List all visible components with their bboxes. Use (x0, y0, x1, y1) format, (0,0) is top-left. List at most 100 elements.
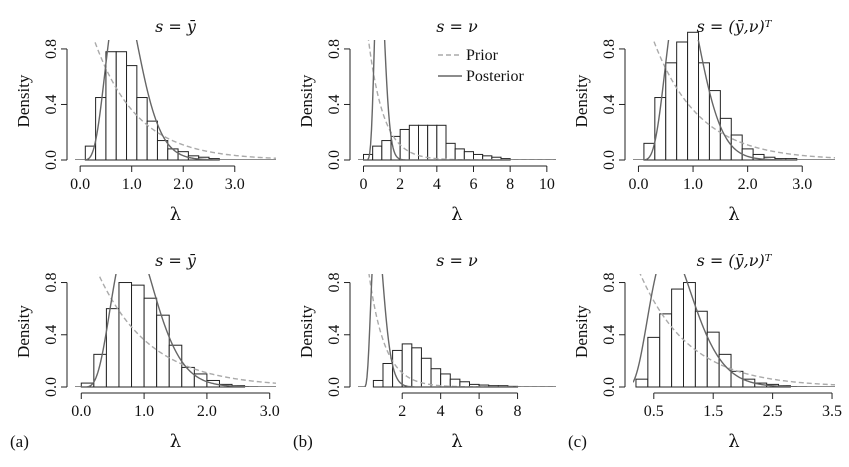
chart-panel-4: 2 4 6 8 λ 0.0 0.4 0.8 Density s = ν (297, 251, 556, 452)
prior-curve (652, 40, 835, 159)
x-tick-label: 2.0 (738, 176, 758, 193)
y-axis-label: Density (297, 74, 316, 127)
posterior-curve (358, 40, 556, 160)
y-tick-label: 0.0 (43, 377, 60, 397)
posterior-curve (358, 274, 556, 387)
x-axis-label: λ (451, 204, 462, 225)
histogram-bar (372, 379, 384, 388)
y-tick-label: 0.8 (601, 39, 618, 59)
histogram-bar (399, 128, 410, 161)
y-tick-label: 0.0 (326, 150, 343, 170)
x-tick-label: 10 (539, 176, 555, 193)
histogram-bar (454, 148, 465, 161)
histogram-bar (115, 51, 128, 161)
y-axis-label: Density (297, 305, 316, 358)
x-tick-label: 1.0 (683, 176, 703, 193)
x-tick-label: 3.0 (260, 403, 280, 420)
histogram-bar (131, 284, 145, 388)
x-tick-label: 2.5 (763, 403, 783, 420)
y-axis-label: Density (572, 74, 591, 127)
histogram-bar (708, 90, 721, 161)
prior-curve (93, 40, 276, 159)
x-tick-label: 0.5 (644, 403, 664, 420)
histogram-bar (156, 140, 169, 161)
histogram-bar (401, 343, 413, 388)
chart-panel-5: 0.5 1.5 2.5 3.5 λ 0.0 0.4 0.8 Density s = (ȳ,ν)ᵀ (572, 251, 842, 452)
x-tick-label: 8 (506, 176, 514, 193)
histogram-bar (181, 366, 195, 388)
y-tick-label: 0.8 (326, 39, 343, 59)
y-tick-label: 0.4 (326, 94, 343, 114)
histogram-bar (635, 378, 649, 388)
x-axis-label: λ (170, 431, 181, 452)
x-tick-label: 2 (396, 176, 404, 193)
legend-label-prior: Prior (466, 47, 499, 64)
histogram-bar (440, 373, 451, 388)
prior-curve (97, 274, 276, 384)
histogram-bar (381, 140, 392, 161)
y-tick-label: 0.8 (601, 273, 618, 293)
histogram-bar (418, 124, 429, 161)
x-tick-label: 6 (475, 403, 483, 420)
x-tick-label: 0 (360, 176, 368, 193)
histogram-bar (143, 297, 158, 388)
y-tick-label: 0.0 (601, 377, 618, 397)
panel-label-b: (b) (293, 432, 313, 451)
histogram-bar (118, 282, 133, 388)
chart-title: s = ν (436, 251, 478, 270)
x-axis-label: λ (728, 204, 739, 225)
x-axis-label: λ (451, 431, 462, 452)
histogram-bar (93, 353, 107, 388)
histogram-bar (126, 65, 138, 161)
chart-title: s = (ȳ,ν)ᵀ (697, 251, 773, 270)
x-tick-label: 0.0 (70, 176, 90, 193)
y-axis-label: Density (14, 74, 33, 127)
y-tick-label: 0.4 (43, 325, 60, 345)
chart-panel-1: 0 2 4 6 8 10 λ 0.0 0.4 0.8 Density s = ν Prior Poster… (297, 17, 556, 225)
y-tick-label: 0.0 (43, 150, 60, 170)
histogram-bar (436, 124, 447, 161)
x-tick-label: 3.0 (792, 176, 812, 193)
histogram-bar (427, 124, 438, 161)
histogram-bar (372, 145, 383, 161)
histogram-bar (146, 120, 158, 161)
y-tick-label: 0.4 (601, 94, 618, 114)
histogram-bar (687, 31, 700, 161)
panel-label-c: (c) (568, 432, 587, 451)
x-tick-label: 2.0 (197, 403, 217, 420)
x-tick-label: 8 (514, 403, 522, 420)
histogram-bar (647, 336, 661, 388)
x-tick-label: 4 (437, 403, 445, 420)
posterior-curve (633, 40, 835, 160)
histogram-bar (665, 62, 678, 161)
y-tick-label: 0.8 (43, 39, 60, 59)
chart-panel-3: 0.0 1.0 2.0 3.0 λ 0.0 0.4 0.8 Density s = ȳ (14, 251, 280, 452)
x-tick-label: 6 (470, 176, 478, 193)
posterior-curve (75, 40, 276, 160)
histogram-bar (167, 148, 179, 161)
x-tick-label: 0.0 (628, 176, 648, 193)
histogram-bar (659, 313, 673, 388)
histogram-bar (105, 51, 117, 161)
chart-title: s = ν (436, 17, 478, 36)
x-tick-label: 1.5 (703, 403, 723, 420)
chart-panel-2: 0.0 1.0 2.0 3.0 λ 0.0 0.4 0.8 Density s = (ȳ,ν)ᵀ (572, 17, 835, 225)
x-tick-label: 3.5 (822, 403, 842, 420)
histogram-bar (136, 97, 148, 161)
histogram-bar (719, 117, 732, 161)
posterior-curve (633, 274, 835, 387)
prior-curve (639, 274, 835, 386)
histogram-bar (698, 62, 710, 161)
histogram-bar (463, 151, 475, 161)
panel-label-a: (a) (10, 432, 29, 451)
x-tick-label: 2.0 (173, 176, 193, 193)
legend-label-posterior: Posterior (466, 68, 524, 85)
x-tick-label: 1.0 (122, 176, 142, 193)
chart-panel-0: 0.0 1.0 2.0 3.0 λ 0.0 0.4 0.8 Density s = ȳ (14, 17, 276, 225)
x-axis-label: λ (728, 431, 739, 452)
x-tick-label: 0.0 (71, 403, 91, 420)
y-tick-label: 0.8 (326, 273, 343, 293)
x-axis-label: λ (170, 204, 181, 225)
y-axis-label: Density (572, 305, 591, 358)
